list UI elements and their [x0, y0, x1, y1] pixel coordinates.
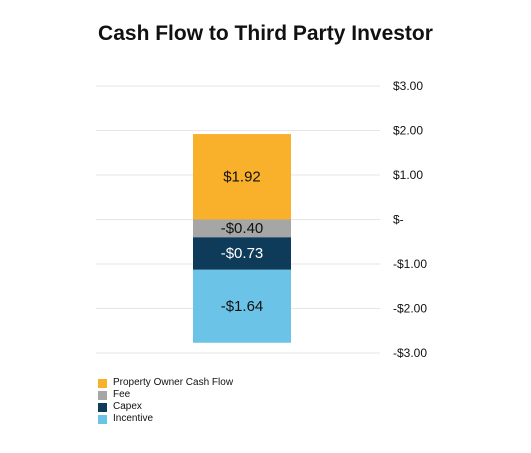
legend: Property Owner Cash Flow Fee Capex Incentiv… — [98, 377, 233, 425]
legend-item: Incentive — [98, 413, 233, 425]
y-tick-label: $1.00 — [393, 168, 423, 182]
data-label: $1.92 — [223, 168, 261, 185]
legend-swatch — [98, 414, 107, 424]
legend-label: Property Owner Cash Flow — [113, 377, 234, 388]
data-label: -$1.64 — [221, 298, 264, 315]
bar-segment-property-owner-cash-flow — [193, 134, 291, 220]
legend-item: Fee — [98, 389, 233, 401]
legend-swatch — [98, 378, 107, 388]
bar-segment-capex — [193, 237, 291, 270]
y-tick-label: -$2.00 — [393, 302, 427, 316]
data-labels: $1.92 -$0.40 -$0.73 -$1.64 — [221, 168, 264, 314]
y-tick-label: $2.00 — [393, 124, 423, 138]
data-label: -$0.40 — [221, 220, 264, 237]
y-tick-label: $- — [393, 213, 404, 227]
legend-label: Capex — [113, 401, 142, 412]
bar-segments — [193, 134, 291, 343]
data-label: -$0.73 — [221, 245, 264, 262]
y-axis-ticks: $3.00 $2.00 $1.00 $- -$1.00 -$2.00 -$3.00 — [393, 79, 427, 360]
legend-swatch — [98, 390, 107, 400]
y-tick-label: -$1.00 — [393, 257, 427, 271]
legend-label: Incentive — [113, 413, 154, 424]
y-tick-label: -$3.00 — [393, 346, 427, 360]
legend-item: Capex — [98, 401, 233, 413]
legend-item: Property Owner Cash Flow — [98, 377, 233, 389]
legend-swatch — [98, 402, 107, 412]
y-tick-label: $3.00 — [393, 79, 423, 93]
bar-segment-fee — [193, 219, 291, 238]
chart-title: Cash Flow to Third Party Investor — [98, 22, 433, 45]
bar-segment-incentive — [193, 269, 291, 343]
legend-label: Fee — [113, 389, 131, 400]
